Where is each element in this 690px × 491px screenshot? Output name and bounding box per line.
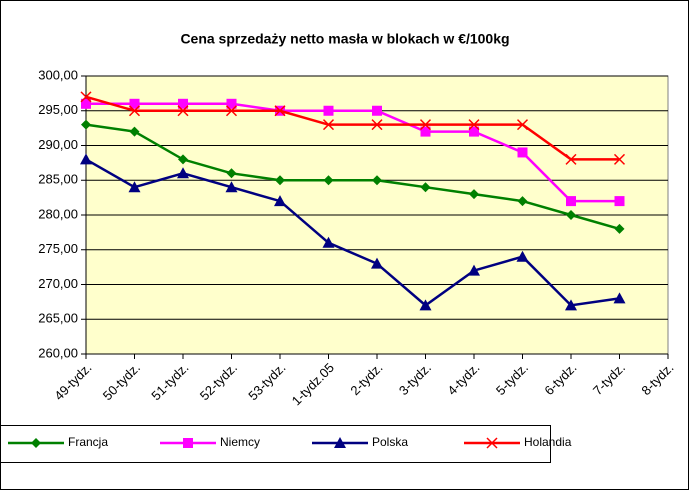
marker [419,119,432,131]
marker [372,175,382,186]
marker [177,105,189,117]
series-line [86,102,620,203]
marker [178,98,188,109]
marker [323,105,334,116]
y-tick-label: 275,00 [38,241,78,256]
marker [486,437,498,449]
marker [516,119,529,131]
marker [517,196,528,207]
legend-label: Niemcy [220,435,260,449]
marker [517,147,528,158]
y-tick-label: 300,00 [38,67,78,82]
legend-label: Polska [372,435,408,449]
marker [31,438,41,448]
marker [183,438,193,448]
marker [614,223,625,234]
series [80,91,626,165]
chart-title: Cena sprzedaży netto masła w blokach w €… [180,31,509,47]
marker [128,181,141,193]
marker [420,182,431,193]
y-tick-label: 265,00 [38,311,78,326]
marker [566,196,576,207]
legend-label: Francja [68,435,108,449]
series-line [85,95,620,161]
marker [226,98,237,109]
marker [80,91,92,103]
marker [372,105,382,116]
marker [81,98,91,109]
marker [613,292,626,304]
marker [468,119,480,131]
series [81,119,625,234]
marker [322,119,335,131]
marker [225,181,238,193]
legend-box [0,425,551,463]
marker [566,210,576,220]
y-tick-label: 295,00 [38,102,78,117]
marker [178,154,188,165]
marker [322,236,335,248]
y-tick-label: 285,00 [38,172,78,187]
marker [419,299,432,311]
marker [81,119,91,130]
marker [614,196,625,207]
marker [469,126,479,137]
series-line [85,123,620,231]
y-tick-label: 280,00 [38,206,78,221]
marker [565,153,577,165]
marker [468,264,480,276]
marker [128,105,141,117]
marker [469,189,479,200]
marker [275,175,285,186]
marker [613,153,626,165]
marker [420,126,431,137]
marker [80,153,92,165]
legend-label: Holandia [524,435,572,449]
series-line [85,158,620,307]
marker [129,98,140,109]
marker [226,168,237,179]
marker [225,105,238,117]
marker [371,119,383,131]
series [80,153,626,311]
marker [565,299,577,311]
y-tick-label: 270,00 [38,276,78,291]
marker [323,175,334,186]
marker [129,126,140,137]
marker [371,257,383,269]
marker [274,195,286,207]
marker [177,167,189,179]
marker [274,105,286,117]
marker [334,437,346,448]
y-tick-label: 290,00 [38,137,78,152]
y-tick-label: 260,00 [38,345,78,360]
marker [516,250,529,262]
